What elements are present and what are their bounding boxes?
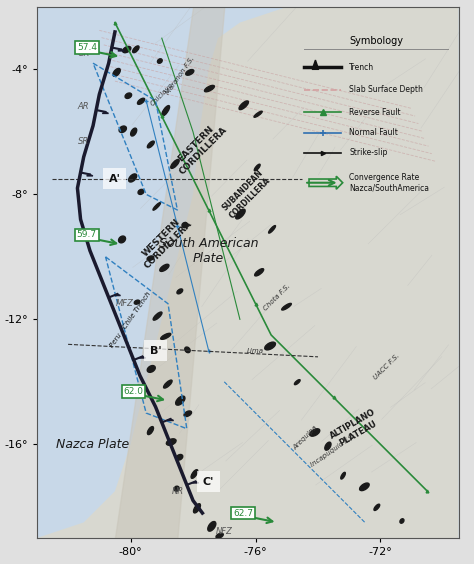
Ellipse shape [254, 164, 260, 171]
Text: AR: AR [78, 103, 90, 112]
Ellipse shape [125, 93, 132, 99]
Polygon shape [37, 7, 458, 538]
Text: 59.7: 59.7 [77, 231, 97, 240]
Ellipse shape [160, 265, 169, 271]
Text: SR: SR [78, 137, 89, 146]
Text: NR: NR [172, 487, 183, 496]
Ellipse shape [254, 111, 262, 117]
Ellipse shape [400, 519, 404, 523]
Text: UACC F.S.: UACC F.S. [373, 352, 401, 380]
Text: MFZ: MFZ [115, 299, 133, 309]
Text: A': A' [109, 174, 121, 184]
Text: Arequipa: Arequipa [292, 425, 319, 451]
Ellipse shape [186, 69, 194, 75]
Ellipse shape [147, 141, 154, 148]
Text: EASTERN
CORDILLERA: EASTERN CORDILLERA [170, 118, 228, 177]
Text: 62.0: 62.0 [124, 387, 144, 396]
Ellipse shape [294, 380, 300, 385]
Ellipse shape [208, 522, 216, 531]
Ellipse shape [282, 303, 292, 310]
Text: Nazca Plate: Nazca Plate [56, 438, 130, 451]
Text: Chota F.S.: Chota F.S. [263, 283, 292, 312]
Ellipse shape [360, 483, 369, 491]
Ellipse shape [157, 59, 162, 63]
Ellipse shape [265, 342, 275, 350]
Ellipse shape [147, 256, 154, 261]
Ellipse shape [193, 504, 201, 513]
Ellipse shape [171, 160, 179, 169]
Text: ALTIPLANO
PLATEAU: ALTIPLANO PLATEAU [328, 408, 383, 450]
Ellipse shape [204, 85, 214, 92]
Text: Incapuquio F.S.: Incapuquio F.S. [310, 433, 357, 468]
Polygon shape [102, 112, 109, 113]
Ellipse shape [161, 333, 171, 340]
Polygon shape [87, 174, 93, 176]
Text: Peru - Chile Trench: Peru - Chile Trench [109, 290, 152, 349]
Ellipse shape [131, 128, 137, 136]
Ellipse shape [164, 380, 172, 388]
Ellipse shape [239, 101, 248, 109]
Ellipse shape [216, 533, 223, 538]
Text: WESTERN
CORDILLERA: WESTERN CORDILLERA [136, 212, 194, 271]
Text: 62.7: 62.7 [233, 509, 253, 518]
Ellipse shape [177, 289, 182, 294]
Ellipse shape [166, 439, 176, 446]
Polygon shape [192, 482, 199, 483]
Text: B': B' [150, 346, 161, 355]
Text: Maranon F.S.: Maranon F.S. [165, 55, 196, 96]
Polygon shape [118, 50, 124, 51]
Text: South American
Plate: South American Plate [159, 237, 258, 265]
Ellipse shape [123, 46, 131, 52]
Ellipse shape [185, 347, 190, 352]
Text: GR: GR [78, 49, 90, 58]
Ellipse shape [191, 470, 198, 478]
Text: 57.4: 57.4 [77, 43, 97, 52]
Ellipse shape [236, 209, 245, 219]
Ellipse shape [310, 429, 320, 436]
Ellipse shape [176, 455, 183, 460]
Polygon shape [139, 356, 146, 358]
Ellipse shape [128, 174, 137, 182]
Ellipse shape [325, 442, 331, 450]
Ellipse shape [118, 236, 126, 243]
Polygon shape [167, 419, 173, 421]
Ellipse shape [147, 365, 155, 372]
Ellipse shape [133, 46, 139, 52]
Ellipse shape [374, 504, 380, 510]
Ellipse shape [153, 202, 161, 210]
Ellipse shape [138, 190, 144, 195]
Text: C': C' [203, 477, 214, 487]
Text: SUBANDEAN
CORDILLERA: SUBANDEAN CORDILLERA [220, 169, 272, 221]
Ellipse shape [162, 105, 170, 116]
Polygon shape [114, 294, 120, 296]
Ellipse shape [147, 426, 154, 435]
Ellipse shape [184, 411, 191, 417]
Polygon shape [37, 7, 458, 538]
Ellipse shape [255, 268, 264, 276]
Ellipse shape [269, 226, 275, 233]
Text: Chiclayo: Chiclayo [149, 82, 174, 107]
Ellipse shape [119, 126, 127, 133]
Ellipse shape [137, 98, 145, 104]
Ellipse shape [182, 222, 188, 228]
Ellipse shape [176, 396, 185, 405]
Polygon shape [91, 232, 97, 234]
Ellipse shape [174, 486, 179, 491]
Ellipse shape [341, 472, 346, 479]
Ellipse shape [134, 300, 140, 304]
Text: Lima: Lima [247, 347, 264, 354]
Ellipse shape [113, 68, 120, 76]
Ellipse shape [153, 312, 162, 320]
Text: NFZ: NFZ [216, 527, 233, 536]
